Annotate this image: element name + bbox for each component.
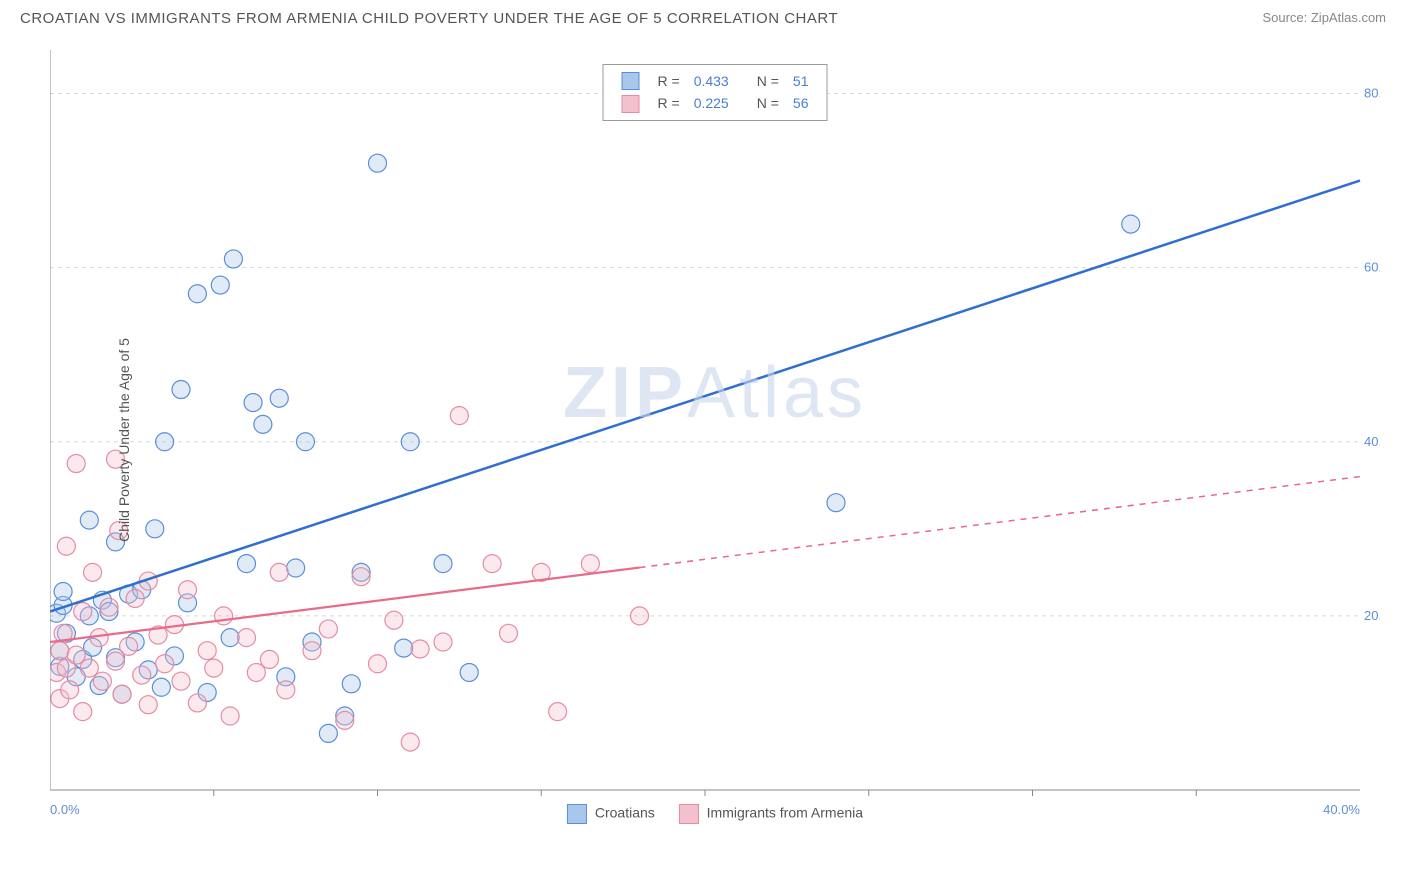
data-point bbox=[296, 433, 314, 451]
data-point bbox=[100, 598, 118, 616]
svg-text:60.0%: 60.0% bbox=[1364, 260, 1380, 275]
data-point bbox=[152, 678, 170, 696]
legend-r-value: 0.225 bbox=[688, 93, 735, 113]
data-point bbox=[277, 681, 295, 699]
data-point bbox=[188, 694, 206, 712]
data-point bbox=[270, 563, 288, 581]
data-point bbox=[395, 639, 413, 657]
data-point bbox=[74, 603, 92, 621]
y-axis-label: Child Poverty Under the Age of 5 bbox=[116, 338, 132, 542]
data-point bbox=[215, 607, 233, 625]
data-point bbox=[500, 624, 518, 642]
data-point bbox=[254, 415, 272, 433]
data-point bbox=[369, 154, 387, 172]
svg-text:40.0%: 40.0% bbox=[1323, 802, 1360, 817]
data-point bbox=[113, 685, 131, 703]
data-point bbox=[260, 650, 278, 668]
svg-text:80.0%: 80.0% bbox=[1364, 86, 1380, 101]
data-point bbox=[460, 663, 478, 681]
data-point bbox=[319, 724, 337, 742]
legend-n-value: 51 bbox=[787, 71, 815, 91]
data-point bbox=[581, 555, 599, 573]
data-point bbox=[133, 666, 151, 684]
data-point bbox=[57, 537, 75, 555]
data-point bbox=[224, 250, 242, 268]
legend-r-value: 0.433 bbox=[688, 71, 735, 91]
data-point bbox=[84, 563, 102, 581]
data-point bbox=[205, 659, 223, 677]
data-point bbox=[146, 520, 164, 538]
svg-text:20.0%: 20.0% bbox=[1364, 608, 1380, 623]
data-point bbox=[211, 276, 229, 294]
chart-container: Child Poverty Under the Age of 5 ZIPAtla… bbox=[50, 50, 1380, 830]
legend-item: Croatians bbox=[567, 804, 655, 824]
data-point bbox=[221, 629, 239, 647]
legend-label: Immigrants from Armenia bbox=[707, 805, 863, 821]
data-point bbox=[434, 555, 452, 573]
data-point bbox=[319, 620, 337, 638]
svg-text:40.0%: 40.0% bbox=[1364, 434, 1380, 449]
trend-line-extrapolated bbox=[640, 477, 1361, 568]
data-point bbox=[342, 675, 360, 693]
data-point bbox=[74, 703, 92, 721]
data-point bbox=[287, 559, 305, 577]
data-point bbox=[303, 642, 321, 660]
data-point bbox=[450, 407, 468, 425]
data-point bbox=[198, 642, 216, 660]
data-point bbox=[238, 555, 256, 573]
data-point bbox=[172, 672, 190, 690]
data-point bbox=[827, 494, 845, 512]
data-point bbox=[385, 611, 403, 629]
data-point bbox=[51, 642, 69, 660]
data-point bbox=[352, 568, 370, 586]
chart-title: CROATIAN VS IMMIGRANTS FROM ARMENIA CHIL… bbox=[20, 10, 838, 27]
data-point bbox=[221, 707, 239, 725]
data-point bbox=[238, 629, 256, 647]
data-point bbox=[188, 285, 206, 303]
legend-swatch bbox=[622, 72, 640, 90]
data-point bbox=[549, 703, 567, 721]
data-point bbox=[411, 640, 429, 658]
data-point bbox=[1122, 215, 1140, 233]
svg-text:0.0%: 0.0% bbox=[50, 802, 80, 817]
data-point bbox=[369, 655, 387, 673]
data-point bbox=[434, 633, 452, 651]
data-point bbox=[156, 433, 174, 451]
legend-swatch bbox=[679, 804, 699, 824]
legend-n-label: N = bbox=[751, 93, 785, 113]
scatter-plot: 20.0% 40.0% 60.0% 80.0% 0.0% 40.0% bbox=[50, 50, 1380, 830]
data-point bbox=[244, 394, 262, 412]
data-point bbox=[120, 637, 138, 655]
data-point bbox=[54, 583, 72, 601]
data-point bbox=[401, 433, 419, 451]
data-point bbox=[93, 672, 111, 690]
legend-swatch bbox=[567, 804, 587, 824]
data-point bbox=[156, 655, 174, 673]
data-point bbox=[139, 696, 157, 714]
data-point bbox=[67, 455, 85, 473]
data-point bbox=[179, 581, 197, 599]
legend-stats: R =0.433 N =51 R =0.225 N =56 bbox=[603, 64, 828, 121]
source-label: Source: ZipAtlas.com bbox=[1262, 10, 1386, 25]
legend-n-label: N = bbox=[751, 71, 785, 91]
legend-n-value: 56 bbox=[787, 93, 815, 113]
data-point bbox=[336, 711, 354, 729]
legend-swatch bbox=[622, 95, 640, 113]
legend-r-label: R = bbox=[652, 71, 686, 91]
data-point bbox=[126, 589, 144, 607]
legend-series: Croatians Immigrants from Armenia bbox=[567, 804, 863, 824]
header: CROATIAN VS IMMIGRANTS FROM ARMENIA CHIL… bbox=[0, 0, 1406, 27]
legend-label: Croatians bbox=[595, 805, 655, 821]
data-point bbox=[631, 607, 649, 625]
data-point bbox=[80, 511, 98, 529]
data-point bbox=[401, 733, 419, 751]
legend-r-label: R = bbox=[652, 93, 686, 113]
data-point bbox=[270, 389, 288, 407]
data-point bbox=[483, 555, 501, 573]
legend-item: Immigrants from Armenia bbox=[679, 804, 863, 824]
data-point bbox=[61, 681, 79, 699]
data-point bbox=[172, 381, 190, 399]
data-point bbox=[107, 652, 125, 670]
